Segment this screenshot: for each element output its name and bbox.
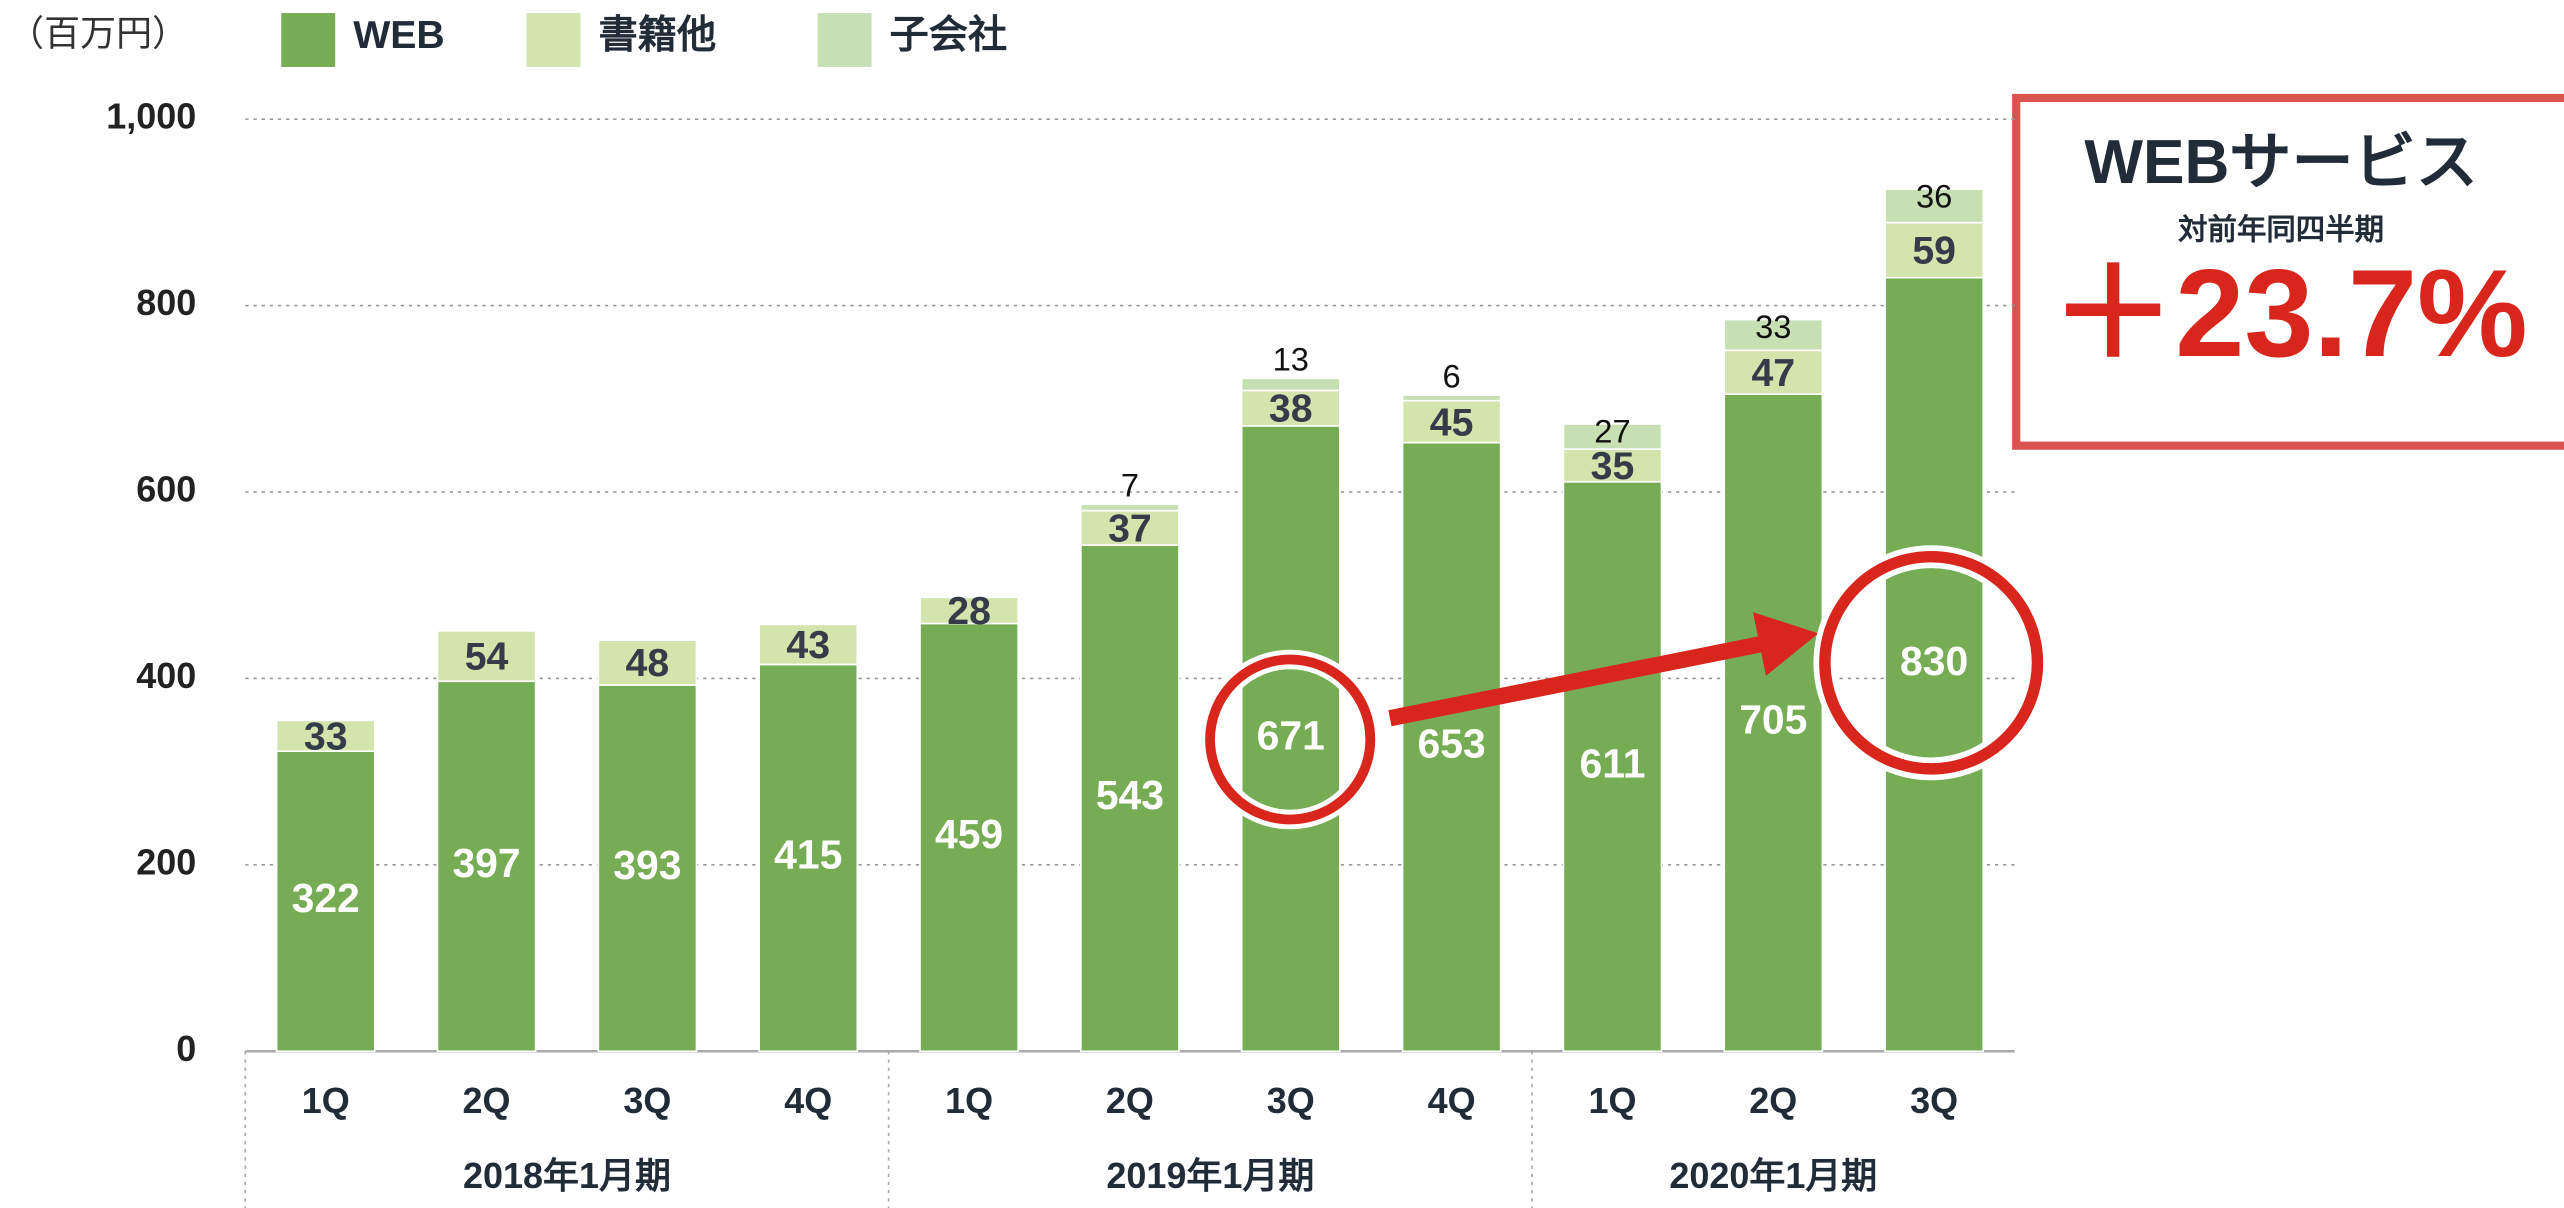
group-label: 2019年1月期 [1106, 1155, 1314, 1196]
value-label: 415 [774, 832, 842, 878]
highlight-circle [1205, 654, 1376, 825]
y-tick-label: 400 [136, 655, 196, 696]
x-tick-label: 3Q [1910, 1080, 1958, 1121]
x-tick-label: 2Q [1749, 1080, 1797, 1121]
value-label: 47 [1751, 352, 1795, 395]
annotation-box [2012, 93, 2564, 450]
legend-swatch [281, 13, 336, 67]
x-tick-label: 3Q [1267, 1080, 1315, 1121]
x-tick-label: 4Q [784, 1080, 832, 1121]
value-label: 653 [1418, 721, 1486, 767]
x-tick-label: 1Q [1588, 1080, 1636, 1121]
value-label: 13 [1273, 341, 1309, 378]
x-tick-label: 3Q [623, 1080, 671, 1121]
bar-segment [1080, 509, 1180, 546]
bar-segment [1723, 349, 1824, 395]
legend-label: WEB [353, 14, 445, 57]
bar-segment [1562, 423, 1663, 450]
legend-label: 子会社 [890, 14, 1008, 57]
annotation-title: WEBサービス [2084, 128, 2477, 197]
value-label: 36 [1916, 178, 1952, 215]
group-label: 2018年1月期 [463, 1155, 671, 1196]
value-label: 6 [1443, 357, 1461, 394]
bar-segment [1723, 393, 1824, 1053]
x-tick-label: 4Q [1428, 1080, 1476, 1121]
bar-segment [275, 750, 376, 1053]
group-label: 2020年1月期 [1669, 1155, 1877, 1196]
value-label: 393 [613, 842, 681, 888]
value-label: 671 [1257, 712, 1325, 758]
value-label: 7 [1121, 466, 1139, 503]
x-tick-label: 1Q [302, 1080, 350, 1121]
bar-segment [1240, 389, 1341, 427]
plot: 0 200 400 600 800 1,000 WEB 書籍他 子会社 2018年1月期 2019年… [106, 13, 2015, 1208]
bar-segment [758, 623, 859, 666]
value-label: 611 [1579, 740, 1645, 786]
bar-segment [275, 719, 376, 752]
value-label: 543 [1096, 772, 1164, 818]
bar-segment [1401, 399, 1502, 444]
value-label: 54 [465, 636, 509, 679]
bar-segment [436, 630, 537, 683]
bar-segment [1884, 221, 1985, 279]
unit-label: （百万円） [8, 12, 188, 53]
bar-segment [1562, 448, 1663, 483]
x-tick-label: 2Q [1106, 1080, 1154, 1121]
decorations [1200, 545, 2049, 830]
value-label: 322 [292, 875, 360, 921]
y-tick-label: 800 [136, 282, 196, 323]
x-tick-label: 2Q [463, 1080, 511, 1121]
y-tick-label: 200 [136, 841, 196, 882]
bar-segment [1723, 318, 1824, 352]
highlight-circle [1819, 550, 2044, 775]
value-label: 830 [1900, 638, 1968, 684]
bar-segment [1562, 480, 1663, 1053]
bar-segment [1240, 377, 1341, 392]
bar-segment [758, 663, 859, 1053]
y-tick-label: 0 [176, 1028, 196, 1069]
value-label: 459 [935, 811, 1003, 857]
bar-segment [1884, 188, 1985, 224]
legend-label: 書籍他 [598, 14, 716, 57]
value-label: 33 [304, 715, 348, 758]
value-label: 397 [452, 840, 520, 886]
x-tick-label: 1Q [945, 1080, 993, 1121]
bar-segment [919, 596, 1019, 625]
value-label: 48 [626, 642, 670, 685]
value-label: 37 [1108, 508, 1152, 551]
bar-segment [1080, 544, 1180, 1053]
value-label: 59 [1912, 230, 1956, 273]
value-label: 35 [1591, 445, 1635, 488]
bar-segment [597, 684, 698, 1053]
arrow-head [1752, 612, 1819, 676]
y-tick-label: 1,000 [106, 96, 196, 137]
value-label: 38 [1269, 388, 1313, 431]
value-label: 43 [786, 624, 830, 667]
bar-segment [1884, 276, 1985, 1053]
value-label: 45 [1430, 401, 1474, 444]
bar-segment [1401, 441, 1502, 1053]
value-label: 28 [947, 590, 991, 633]
arrow-shaft [1388, 635, 1768, 727]
bar-segment [1240, 425, 1341, 1053]
legend-swatch [817, 13, 872, 67]
bar-segment [1401, 394, 1502, 402]
value-label: 27 [1594, 412, 1630, 449]
annotation-subtitle: 対前年同四半期 [2178, 214, 2384, 247]
value-label: 33 [1755, 308, 1791, 345]
annotation-value: ＋23.7% [2051, 245, 2528, 383]
value-label: 705 [1739, 697, 1807, 743]
y-tick-label: 600 [136, 469, 196, 510]
bar-segment [597, 639, 698, 686]
legend-swatch [526, 13, 581, 67]
bar-segment [1080, 503, 1180, 512]
